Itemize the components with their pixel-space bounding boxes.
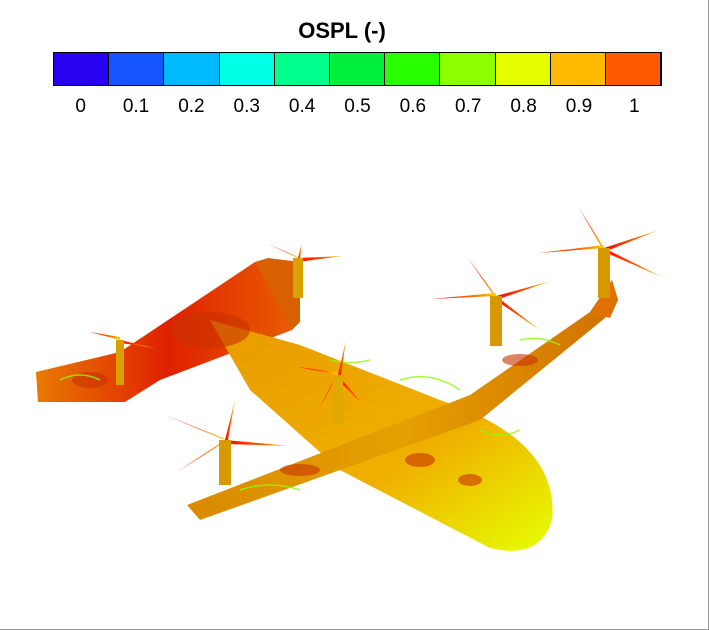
colorbar-tick-label: 0.5 [344, 96, 371, 117]
colorbar-tick-label: 0.2 [178, 96, 205, 117]
colorbar-tick-label: 0.8 [510, 96, 537, 117]
ospl-contours-green [59, 337, 561, 491]
colorbar-level [109, 53, 165, 85]
colorbar-level [605, 53, 662, 85]
colorbar-level [164, 53, 220, 85]
colorbar-level [329, 53, 386, 85]
colorbar-title: OSPL (-) [298, 18, 386, 43]
colorbar-tick-label: 1 [629, 96, 640, 117]
rear-wing-tip [255, 258, 300, 330]
colorbar [53, 52, 662, 86]
colorbar-level [274, 53, 330, 85]
colorbar-level [440, 53, 496, 85]
ospl-contours [72, 312, 538, 486]
colorbar-tick-label: 0.6 [399, 96, 427, 117]
propellers [90, 208, 664, 485]
front-wing [187, 280, 618, 520]
colorbar-tick-label: 0.7 [455, 96, 482, 117]
colorbar-tick-label: 0 [75, 96, 86, 117]
rear-wing [36, 262, 300, 402]
colorbar-level [219, 53, 275, 85]
colorbar-level [54, 53, 110, 85]
colorbar-tick-label: 0.4 [288, 96, 316, 117]
colorbar-level [385, 53, 441, 85]
colorbar-tick-label: 0.1 [122, 96, 150, 117]
front-wing-tip [590, 280, 618, 318]
colorbar-level [550, 53, 606, 85]
colorbar-level [495, 53, 551, 85]
colorbar-tick-label: 0.3 [233, 96, 260, 117]
colorbar-tick-label: 0.9 [565, 96, 593, 117]
